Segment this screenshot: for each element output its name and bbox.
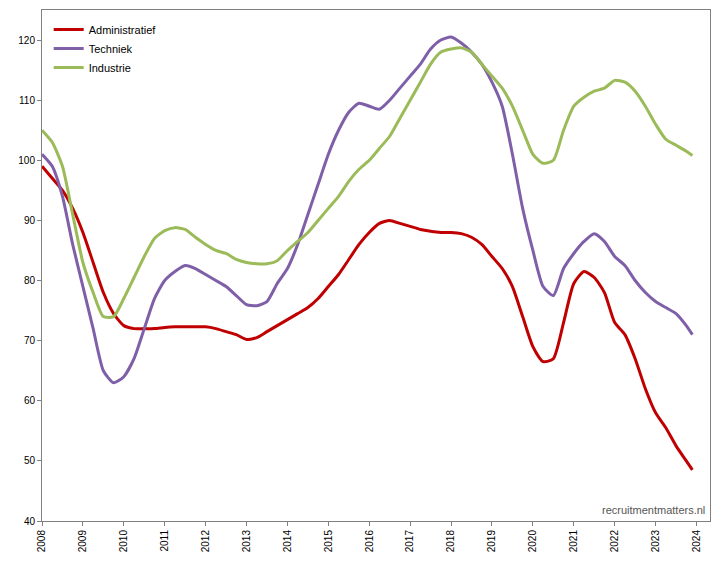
- svg-text:90: 90: [24, 215, 36, 226]
- svg-text:Industrie: Industrie: [89, 62, 131, 74]
- svg-text:2010: 2010: [118, 530, 129, 553]
- svg-text:2008: 2008: [36, 530, 47, 553]
- svg-text:2009: 2009: [77, 530, 88, 553]
- svg-text:40: 40: [24, 516, 36, 527]
- svg-text:100: 100: [18, 155, 35, 166]
- svg-text:2023: 2023: [650, 530, 661, 553]
- svg-text:2014: 2014: [282, 530, 293, 553]
- svg-text:120: 120: [18, 35, 35, 46]
- svg-text:2017: 2017: [404, 530, 415, 553]
- svg-text:2015: 2015: [323, 530, 334, 553]
- svg-text:2013: 2013: [241, 530, 252, 553]
- svg-text:2012: 2012: [200, 530, 211, 553]
- svg-text:80: 80: [24, 275, 36, 286]
- svg-text:60: 60: [24, 395, 36, 406]
- svg-text:70: 70: [24, 335, 36, 346]
- svg-text:2022: 2022: [609, 530, 620, 553]
- svg-text:2024: 2024: [691, 530, 702, 553]
- svg-text:50: 50: [24, 455, 36, 466]
- svg-text:Administratief: Administratief: [89, 24, 157, 36]
- svg-text:2018: 2018: [445, 530, 456, 553]
- svg-text:110: 110: [19, 95, 35, 106]
- svg-text:2016: 2016: [364, 530, 375, 553]
- svg-text:recruitmentmatters.nl: recruitmentmatters.nl: [602, 504, 705, 516]
- svg-text:2021: 2021: [568, 530, 579, 553]
- svg-text:Techniek: Techniek: [89, 43, 133, 55]
- svg-text:2011: 2011: [159, 530, 170, 552]
- svg-text:2019: 2019: [486, 530, 497, 553]
- svg-text:2020: 2020: [527, 530, 538, 553]
